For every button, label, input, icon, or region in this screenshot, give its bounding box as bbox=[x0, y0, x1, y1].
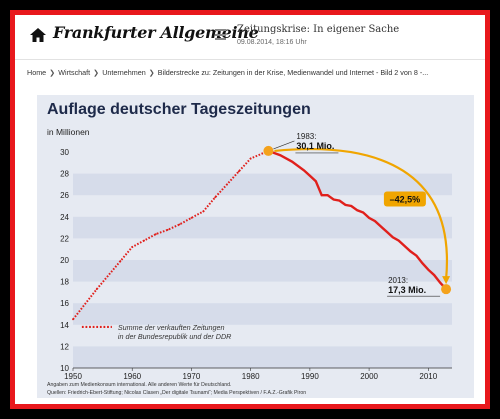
red-frame: Frankfurter Allgemeine Zeitungskrise: In… bbox=[10, 10, 490, 409]
legend-line-2: in der Bundesrepublik und der DDR bbox=[118, 332, 231, 341]
y-tick-label: 10 bbox=[60, 364, 69, 373]
breadcrumb-wirtschaft[interactable]: Wirtschaft bbox=[58, 68, 91, 77]
peak-leader-line bbox=[273, 140, 295, 150]
peak-marker bbox=[263, 145, 274, 156]
y-tick-label: 24 bbox=[60, 213, 69, 222]
x-tick-label: 1970 bbox=[183, 372, 201, 381]
y-tick-label: 12 bbox=[60, 342, 69, 351]
y-tick-label: 16 bbox=[60, 299, 69, 308]
y-tick-label: 20 bbox=[60, 256, 69, 265]
grid-band bbox=[73, 303, 452, 325]
chart-svg: 10 12 14 16 18 20 22 24 26 28 30 1950 1960 1970 1980 19… bbox=[60, 132, 452, 381]
y-tick-label: 26 bbox=[60, 191, 69, 200]
chart-note: Angaben zum Medienkonsum international. … bbox=[47, 382, 232, 388]
y-tick-label: 18 bbox=[60, 278, 69, 287]
y-tick-label: 22 bbox=[60, 234, 69, 243]
change-badge-label: –42,5% bbox=[390, 195, 421, 205]
chart-unit-label: in Millionen bbox=[47, 127, 90, 137]
y-tick-label: 30 bbox=[60, 148, 69, 157]
x-tick-label: 2010 bbox=[419, 372, 437, 381]
peak-year-label: 1983: bbox=[296, 132, 316, 141]
x-tick-label: 1980 bbox=[242, 372, 260, 381]
breadcrumb-unternehmen[interactable]: Unternehmen bbox=[102, 68, 146, 77]
hamburger-menu-icon[interactable] bbox=[215, 29, 226, 40]
grid-band bbox=[73, 260, 452, 282]
article-date: 09.08.2014, 18:16 Uhr bbox=[237, 39, 307, 46]
decline-arrowhead bbox=[442, 276, 451, 285]
grid-band bbox=[73, 346, 452, 368]
chevron-right-icon: ❯ bbox=[49, 68, 56, 77]
end-marker bbox=[441, 284, 452, 295]
peak-value-label: 30,1 Mio. bbox=[296, 141, 334, 151]
x-tick-label: 1960 bbox=[123, 372, 141, 381]
y-tick-label: 14 bbox=[60, 321, 69, 330]
x-tick-label: 1950 bbox=[64, 372, 82, 381]
site-header: Frankfurter Allgemeine Zeitungskrise: In… bbox=[15, 15, 485, 59]
series-line-rising bbox=[72, 149, 269, 321]
breadcrumb-home[interactable]: Home bbox=[27, 68, 47, 77]
x-tick-label: 2000 bbox=[360, 372, 378, 381]
change-badge bbox=[383, 191, 426, 207]
chart-panel: 10 12 14 16 18 20 22 24 26 28 30 1950 1960 1970 1980 19… bbox=[37, 95, 474, 398]
chart-source: Quellen: Friedrich-Ebert-Stiftung; Nicol… bbox=[47, 390, 307, 396]
page-content: Frankfurter Allgemeine Zeitungskrise: In… bbox=[15, 15, 485, 404]
x-tick-label: 1990 bbox=[301, 372, 319, 381]
breadcrumb-current: Bilderstrecke zu: Zeitungen in der Krise… bbox=[157, 68, 429, 77]
breadcrumb: Home ❯ Wirtschaft ❯ Unternehmen ❯ Bilderstreck… bbox=[27, 68, 479, 77]
decline-arrow bbox=[274, 148, 449, 280]
y-tick-label: 28 bbox=[60, 170, 69, 179]
article-title: Zeitungskrise: In eigener Sache bbox=[237, 24, 400, 35]
grid-band bbox=[73, 173, 452, 196]
header-divider bbox=[15, 59, 485, 60]
home-icon[interactable] bbox=[29, 27, 47, 43]
end-value-label: 17,3 Mio. bbox=[388, 285, 426, 295]
end-year-label: 2013: bbox=[388, 276, 408, 285]
legend-line-1: Summe der verkauften Zeitungen bbox=[118, 323, 225, 332]
site-logo[interactable]: Frankfurter Allgemeine bbox=[53, 23, 259, 42]
series-line-declining bbox=[267, 149, 447, 291]
chart-title: Auflage deutscher Tageszeitungen bbox=[47, 101, 311, 118]
chevron-right-icon: ❯ bbox=[148, 68, 155, 77]
grid-band bbox=[73, 216, 452, 239]
chevron-right-icon: ❯ bbox=[93, 68, 100, 77]
